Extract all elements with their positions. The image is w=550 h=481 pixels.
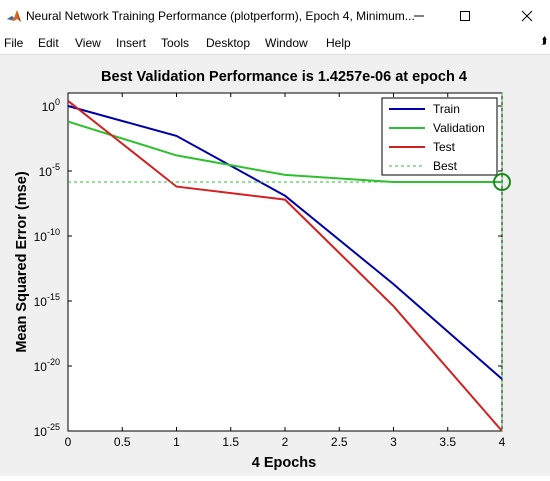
legend-label-validation: Validation	[433, 121, 485, 135]
best-point-marker	[493, 173, 511, 192]
chart-title: Best Validation Performance is 1.4257e-0…	[101, 69, 467, 85]
menu-insert[interactable]: Insert	[116, 36, 147, 50]
legend-label-test: Test	[433, 140, 456, 154]
x-tick-label: 3.5	[439, 435, 456, 449]
y-axis-label: Mean Squared Error (mse)	[14, 171, 30, 352]
x-tick-label: 4	[499, 435, 506, 449]
x-axis-label: 4 Epochs	[252, 455, 316, 471]
menu-desktop[interactable]: Desktop	[206, 36, 251, 50]
x-tick-label: 1	[173, 435, 180, 449]
menu-tools[interactable]: Tools	[161, 36, 190, 50]
performance-chart: Best Validation Performance is 1.4257e-0…	[14, 69, 511, 471]
title-bar: Neural Network Training Performance (plo…	[0, 0, 550, 32]
window-title: Neural Network Training Performance (plo…	[26, 9, 415, 23]
y-tick-label: 10-5	[39, 162, 60, 179]
x-tick-label: 0.5	[114, 435, 131, 449]
close-icon	[521, 10, 533, 22]
y-tick-label: 10-20	[34, 357, 60, 374]
y-tick-label: 10-10	[34, 227, 60, 244]
legend-entries: Train Validation Test Best	[389, 102, 485, 173]
menu-edit[interactable]: Edit	[38, 36, 59, 50]
matlab-icon	[6, 8, 22, 24]
y-tick-label: 10-25	[34, 422, 60, 439]
series-line-train	[67, 105, 503, 380]
menu-view[interactable]: View	[75, 36, 101, 50]
menu-window[interactable]: Window	[265, 36, 308, 50]
best-layer	[68, 93, 511, 431]
close-button[interactable]	[504, 0, 550, 32]
legend-box	[381, 97, 498, 176]
figure-area: Best Validation Performance is 1.4257e-0…	[0, 54, 550, 476]
legend-label-train: Train	[433, 102, 460, 116]
y-tick-label: 10-15	[34, 292, 60, 309]
menu-overflow-arrow-icon[interactable]: ⮭	[541, 36, 547, 47]
maximize-icon	[460, 11, 470, 21]
maximize-button[interactable]	[442, 0, 488, 32]
series-line-test	[67, 100, 503, 432]
menu-help[interactable]: Help	[326, 36, 351, 50]
minimize-button[interactable]	[396, 0, 442, 32]
x-tick-label: 0	[65, 435, 72, 449]
x-tick-label: 2.5	[331, 435, 348, 449]
x-tick-label: 1.5	[222, 435, 239, 449]
menu-bar: File Edit View Insert Tools Desktop Wind…	[0, 32, 550, 54]
y-tick-label: 100	[42, 97, 60, 114]
x-axis: 0 0.5 1 1.5 2 2.5 3 3.5 4	[65, 93, 506, 449]
x-tick-label: 2	[282, 435, 289, 449]
legend-label-best: Best	[433, 159, 458, 173]
menu-file[interactable]: File	[4, 36, 24, 50]
legend[interactable]: Train Validation Test Best	[381, 97, 498, 176]
minimize-icon	[414, 15, 424, 17]
x-tick-label: 3	[390, 435, 397, 449]
